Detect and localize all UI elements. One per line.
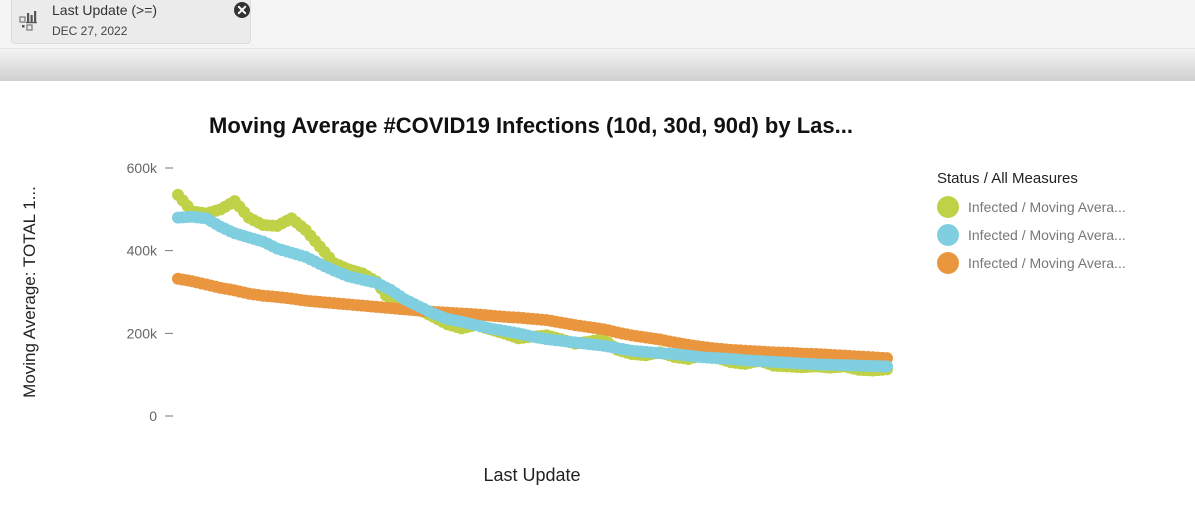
legend-label: Infected / Moving Avera... <box>968 199 1126 215</box>
toolbar-shadow <box>0 49 1195 81</box>
filter-bar: Last Update (>=) DEC 27, 2022 <box>0 0 1195 49</box>
chart-title: Moving Average #COVID19 Infections (10d,… <box>209 113 853 138</box>
y-tick-label: 200k <box>127 325 158 341</box>
legend-label: Infected / Moving Avera... <box>968 227 1126 243</box>
y-tick-label: 600k <box>127 160 158 176</box>
x-axis-title: Last Update <box>483 465 581 485</box>
y-tick-label: 400k <box>127 243 158 259</box>
chart-points <box>172 188 893 377</box>
legend-items: Infected / Moving Avera... Infected / Mov… <box>937 193 1126 277</box>
legend-item-3[interactable]: Infected / Moving Avera... <box>937 249 1126 277</box>
legend-item-1[interactable]: Infected / Moving Avera... <box>937 193 1126 221</box>
series-2 <box>172 210 893 373</box>
legend-item-2[interactable]: Infected / Moving Avera... <box>937 221 1126 249</box>
date-filter-icon <box>19 11 37 31</box>
series-3 <box>172 272 893 365</box>
legend-title: Status / All Measures <box>937 170 1078 187</box>
legend-marker <box>937 196 959 218</box>
y-tick-label: 0 <box>149 408 157 424</box>
data-point[interactable] <box>881 360 893 373</box>
legend: Status / All Measures Infected / Moving … <box>937 170 1126 277</box>
filter-title: Last Update (>=) <box>52 2 158 18</box>
legend-label: Infected / Moving Avera... <box>968 255 1126 271</box>
legend-marker <box>937 252 959 274</box>
y-axis: 0 200k 400k 600k <box>127 160 173 424</box>
legend-marker <box>937 224 959 246</box>
filter-chip-last-update[interactable]: Last Update (>=) DEC 27, 2022 <box>11 0 251 44</box>
chart-card <box>0 81 1195 517</box>
filter-value: DEC 27, 2022 <box>52 24 128 38</box>
close-icon[interactable] <box>233 1 251 19</box>
